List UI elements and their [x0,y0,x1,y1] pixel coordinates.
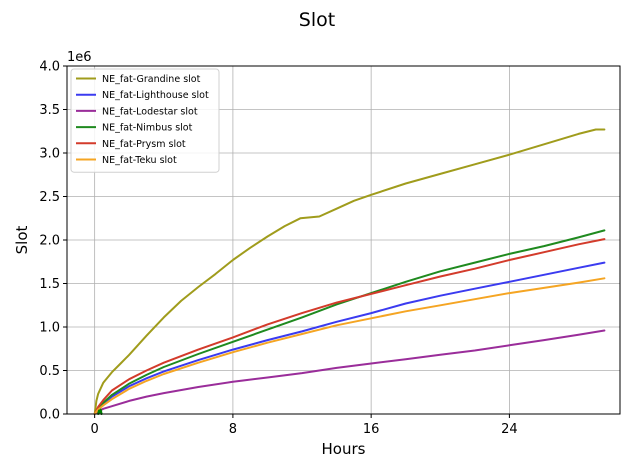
series-line-3 [93,229,606,415]
series-lines [93,128,606,415]
series-line-1 [93,261,606,415]
series-line-0 [93,128,606,415]
x-tick-label: 8 [229,422,237,437]
legend-label: NE_fat-Nimbus slot [102,123,193,134]
y-tick-label: 3.0 [39,147,60,162]
legend-label: NE_fat-Lighthouse slot [102,90,209,101]
legend-label: NE_fat-Prysm slot [102,139,186,150]
series-line-4 [93,238,606,415]
y-tick-label: 1.0 [39,321,60,336]
legend-box [70,68,220,173]
x-tick-label: 24 [501,422,518,437]
y-tick-label: 0.5 [39,364,60,379]
legend-label: NE_fat-Teku slot [102,155,177,166]
y-axis-label: Slot [13,226,31,255]
x-axis-label: Hours [322,440,366,458]
series-line-6 [97,408,103,415]
y-tick-label: 1.5 [39,277,60,292]
y-tick-label: 0.0 [39,408,60,423]
y-tick-label: 2.5 [39,190,60,205]
y-tick-label: 3.5 [39,103,60,118]
y-tick-label: 2.0 [39,234,60,249]
x-tick-label: 16 [363,422,380,437]
y-axis-ticks: 0.0 0.5 1.0 1.5 2.0 2.5 3.0 3.5 4.0 [39,60,67,423]
legend: NE_fat-Grandine slot NE_fat-Lighthouse sl… [70,68,220,173]
y-axis-offset-label: 1e6 [67,50,92,65]
legend-label: NE_fat-Grandine slot [102,74,201,85]
chart-title: Slot [299,9,335,31]
y-tick-label: 4.0 [39,60,60,75]
series-line-5 [93,277,606,415]
x-tick-label: 0 [91,422,99,437]
series-line-2 [93,329,606,415]
x-axis-ticks: 0 8 16 24 [91,414,518,437]
legend-label: NE_fat-Lodestar slot [102,106,198,117]
